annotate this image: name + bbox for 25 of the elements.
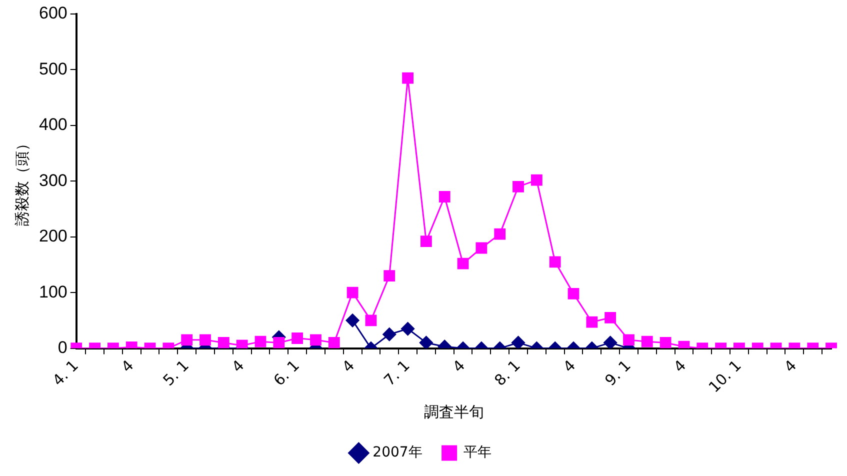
x-axis-title: 調査半旬: [424, 402, 484, 421]
y-tick-label: 0: [58, 338, 68, 357]
x-tick-label: 4: [118, 356, 138, 376]
y-tick-label: 600: [38, 4, 68, 23]
x-tick-label: 4: [338, 356, 358, 376]
legend-label: 平年: [463, 444, 492, 461]
y-axis-title: 誘殺数（頭）: [12, 136, 31, 226]
x-tick-label: 4. 1: [48, 356, 82, 390]
x-tick-label: 9. 1: [601, 356, 634, 390]
x-tick-label: 5. 1: [159, 356, 192, 390]
x-tick-label: 4: [780, 356, 800, 376]
x-tick-label: 8. 1: [490, 356, 524, 390]
x-tick-label: 4: [560, 356, 580, 376]
y-tick-label: 200: [38, 226, 68, 246]
x-tick-label: 4: [670, 356, 690, 376]
x-tick-label: 10. 1: [705, 356, 745, 396]
y-tick-label: 300: [38, 170, 68, 190]
y-tick-label: 500: [38, 59, 68, 78]
x-tick-label: 6. 1: [270, 356, 303, 390]
x-tick-label: 4: [228, 356, 248, 376]
y-tick-label: 100: [38, 282, 68, 302]
y-tick-label: 400: [38, 115, 68, 134]
x-tick-label: 4: [449, 356, 469, 376]
legend-label: 2007年: [372, 444, 422, 461]
x-tick-label: 7. 1: [380, 356, 414, 390]
